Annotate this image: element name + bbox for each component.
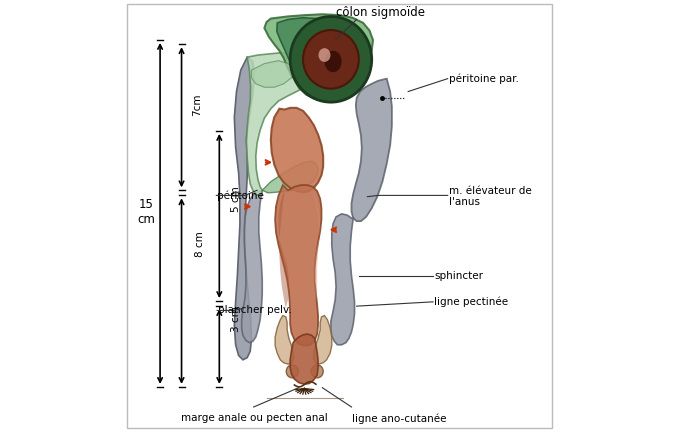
Polygon shape <box>271 108 323 192</box>
Text: plancher pelv.: plancher pelv. <box>219 305 292 315</box>
Ellipse shape <box>290 16 371 102</box>
Text: marge anale ou pecten anal: marge anale ou pecten anal <box>181 413 327 423</box>
Ellipse shape <box>325 51 342 72</box>
Ellipse shape <box>287 365 298 378</box>
Polygon shape <box>251 60 295 87</box>
Polygon shape <box>331 214 354 345</box>
Text: côlon sigmoïde: côlon sigmoïde <box>336 6 425 19</box>
Polygon shape <box>312 188 320 301</box>
Polygon shape <box>275 185 321 346</box>
Text: 5 cm: 5 cm <box>232 186 241 212</box>
Text: 8 cm: 8 cm <box>195 231 205 257</box>
Polygon shape <box>275 316 293 364</box>
Text: 15
cm: 15 cm <box>137 198 155 226</box>
Text: péritoine par.: péritoine par. <box>449 73 519 84</box>
Polygon shape <box>234 57 255 360</box>
Polygon shape <box>262 161 318 193</box>
Polygon shape <box>242 190 262 343</box>
Text: ligne pectinée: ligne pectinée <box>434 297 508 307</box>
Polygon shape <box>290 334 318 384</box>
Text: ligne ano-cutanée: ligne ano-cutanée <box>352 413 447 424</box>
Polygon shape <box>278 191 289 308</box>
Polygon shape <box>352 79 392 221</box>
Polygon shape <box>246 53 318 195</box>
Polygon shape <box>277 18 350 79</box>
Polygon shape <box>295 66 347 101</box>
Text: péritoine: péritoine <box>217 190 264 200</box>
Ellipse shape <box>303 30 359 89</box>
Polygon shape <box>264 14 373 92</box>
Text: 3 cm: 3 cm <box>232 306 241 332</box>
Ellipse shape <box>311 365 323 378</box>
Text: m. élévateur de
l'anus: m. élévateur de l'anus <box>449 186 532 207</box>
Ellipse shape <box>318 48 331 62</box>
Text: sphincter: sphincter <box>434 271 483 281</box>
Polygon shape <box>314 316 332 364</box>
Text: 7cm: 7cm <box>192 93 202 116</box>
